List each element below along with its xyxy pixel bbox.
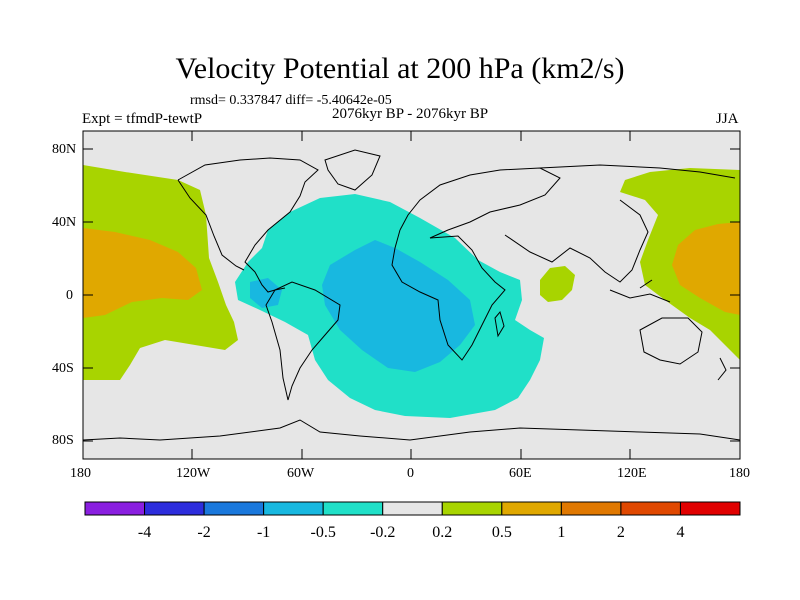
coast-new-zealand	[717, 357, 727, 381]
coast-australia	[639, 317, 703, 365]
coast-maritime	[609, 279, 671, 303]
field-negative-mid-atlantic	[322, 240, 475, 372]
experiment-label: Expt = tfmdP-tewtP	[82, 111, 203, 127]
colorbar-box-7	[501, 501, 562, 516]
lon-tick-0: 0	[407, 466, 414, 481]
colorbar-box-5	[382, 501, 443, 516]
coast-greenland	[324, 149, 381, 191]
coast-madagascar	[494, 310, 505, 338]
colorbar-label-5: 0.2	[432, 524, 452, 541]
colorbar-box-0	[84, 501, 146, 516]
lat-tick-80n: 80N	[52, 142, 77, 157]
lon-tick-60w: 60W	[287, 466, 315, 481]
lat-tick-0: 0	[66, 288, 73, 303]
lon-tick-60e: 60E	[509, 466, 532, 481]
field-positive-mid-pacific	[83, 228, 202, 318]
coastlines	[82, 149, 741, 441]
axis-ticks	[82, 131, 741, 459]
colorbar-label-0: -4	[138, 524, 151, 541]
coast-asia	[504, 164, 736, 283]
colorbar-label-1: -2	[197, 524, 210, 541]
colorbar-box-3	[263, 501, 324, 516]
colorbar-label-2: -1	[257, 524, 270, 541]
colorbar-box-1	[144, 501, 205, 516]
colorbar-box-4	[322, 501, 384, 516]
colorbar-label-7: 1	[557, 524, 565, 541]
colorbar-label-3: -0.5	[311, 524, 336, 541]
coast-south-america	[265, 281, 341, 401]
stats-text: rmsd= 0.337847 diff= -5.40642e-05	[190, 93, 392, 108]
lat-tick-40n: 40N	[52, 215, 77, 230]
colorbar-label-9: 4	[676, 524, 684, 541]
field-positive-weak-indian	[540, 266, 575, 302]
colorbar-box-8	[560, 501, 622, 516]
colorbar-box-6	[441, 501, 503, 516]
colorbar-box-9	[620, 501, 681, 516]
colorbar-box-2	[203, 501, 265, 516]
coast-europe	[399, 167, 561, 239]
lat-tick-80s: 80S	[52, 433, 74, 448]
field-negative-mid-tropical-america	[250, 278, 282, 308]
subtitle: 2076kyr BP - 2076kyr BP	[331, 106, 489, 122]
lon-tick-180e: 180	[729, 466, 750, 481]
coast-africa	[391, 229, 506, 361]
season-label: JJA	[716, 111, 739, 127]
lon-tick-120w: 120W	[176, 466, 211, 481]
colorbar-label-4: -0.2	[370, 524, 395, 541]
coast-north-america	[177, 157, 319, 293]
colorbar-label-8: 2	[617, 524, 625, 541]
coast-antarctica	[82, 419, 741, 441]
lon-tick-180w: 180	[70, 466, 91, 481]
chart-title: Velocity Potential at 200 hPa (km2/s)	[175, 52, 625, 85]
lon-tick-120e: 120E	[617, 466, 647, 481]
colorbar: -4 -2 -1 -0.5 -0.2 0.2 0.5 1 2 4	[84, 501, 741, 541]
lat-tick-40s: 40S	[52, 361, 74, 376]
field-positive-mid-westpacific	[672, 222, 740, 315]
colorbar-label-6: 0.5	[492, 524, 512, 541]
colorbar-box-10	[679, 501, 741, 516]
